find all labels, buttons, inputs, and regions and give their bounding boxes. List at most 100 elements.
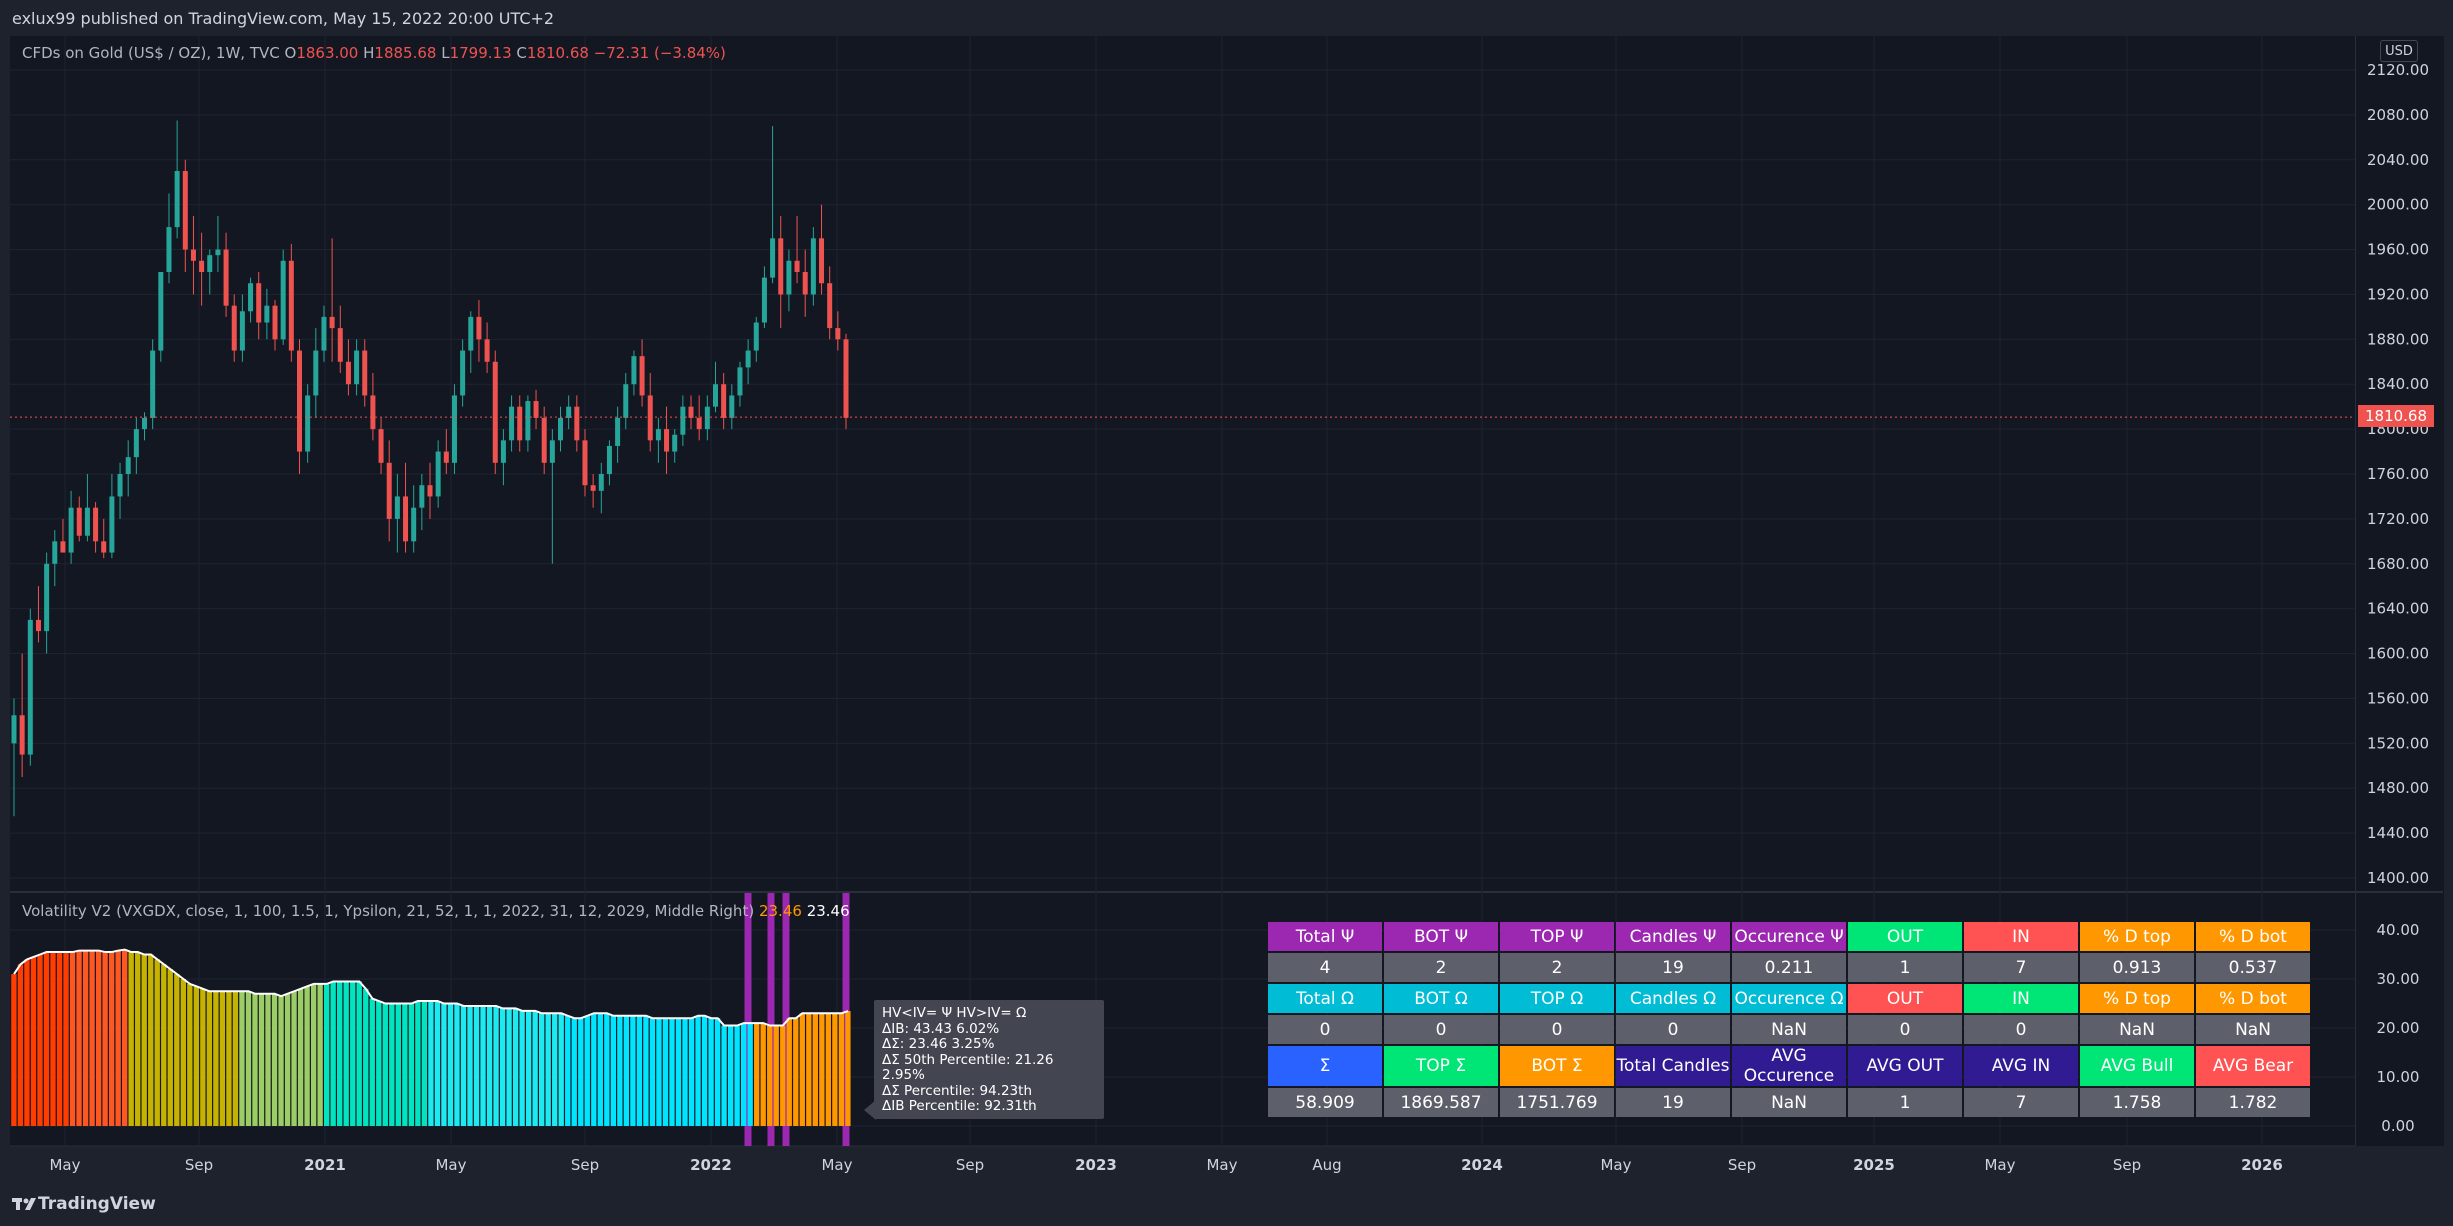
candle-body (52, 541, 58, 564)
time-tick-label: Sep (185, 1156, 213, 1174)
table-cell: 0 (1964, 1015, 2078, 1044)
publish-text: exlux99 published on TradingView.com, Ma… (12, 8, 555, 28)
candle-body (11, 715, 17, 744)
indicator-title[interactable]: Volatility V2 (VXGDX, close, 1, 100, 1.5… (22, 902, 755, 920)
time-tick-label: May (435, 1156, 466, 1174)
volatility-bar (604, 1013, 610, 1126)
candle-body (615, 417, 621, 446)
candle-body (101, 541, 107, 553)
tradingview-logo-icon[interactable] (12, 1196, 38, 1212)
volatility-bar (571, 1018, 577, 1126)
candle-body (337, 328, 343, 362)
volatility-bar (819, 1013, 825, 1126)
volatility-bar (343, 981, 349, 1126)
table-cell: Candles Ω (1616, 984, 1730, 1013)
volatility-bar (708, 1018, 714, 1126)
candle-body (672, 434, 678, 452)
volatility-bar (786, 1018, 792, 1126)
table-cell: TOP Ω (1500, 984, 1614, 1013)
candle-body (655, 429, 661, 441)
volatility-bar (669, 1018, 675, 1126)
volatility-bar (167, 969, 173, 1126)
candle-body (345, 361, 351, 385)
symbol-title[interactable]: CFDs on Gold (US$ / OZ), 1W, TVC (22, 44, 280, 62)
volatility-bar (656, 1018, 662, 1126)
volatility-bar (643, 1015, 649, 1126)
volatility-bar (219, 991, 226, 1126)
candle-body (770, 238, 776, 278)
volatility-bar (754, 1023, 760, 1126)
brand-name[interactable]: TradingView (38, 1194, 156, 1214)
candle-body (68, 507, 74, 553)
volatility-bar (454, 1003, 460, 1126)
volatility-bar (727, 1025, 734, 1126)
candle-body (517, 406, 523, 441)
chart-svg: 2120.002080.002040.002000.001960.001920.… (10, 36, 2443, 1174)
candle-body (590, 485, 596, 491)
volatility-bar (206, 991, 213, 1126)
volatility-bar (617, 1015, 623, 1126)
price-axis[interactable] (2355, 36, 2444, 1146)
table-cell: AVG Bull (2080, 1046, 2194, 1086)
volatility-bar (760, 1023, 766, 1126)
candle-body (117, 474, 123, 497)
volatility-bar (174, 974, 180, 1126)
change-value: −72.31 (−3.84%) (593, 44, 726, 62)
volatility-bar (69, 952, 76, 1126)
table-cell: 0.537 (2196, 953, 2310, 982)
volatility-bar (265, 993, 271, 1126)
volatility-bar (395, 1003, 401, 1126)
candle-body (623, 384, 629, 418)
table-cell: 0 (1384, 1015, 1498, 1044)
volatility-bar (597, 1013, 603, 1126)
time-tick-label: Sep (2113, 1156, 2141, 1174)
volatility-bar (350, 981, 356, 1126)
volatility-bar (291, 991, 297, 1126)
table-cell: 1.782 (2196, 1088, 2310, 1117)
table-cell: Occurence Ω (1732, 984, 1846, 1013)
candle-body (819, 238, 825, 284)
volatility-bar (363, 988, 369, 1126)
table-cell: 19 (1616, 1088, 1730, 1117)
table-cell: % D bot (2196, 984, 2310, 1013)
candle-body (509, 406, 515, 441)
candle-body (419, 485, 425, 508)
volatility-bar (154, 959, 160, 1126)
table-cell: NaN (1732, 1015, 1846, 1044)
candle-body (435, 451, 441, 497)
volatility-bar (734, 1025, 740, 1126)
candle-body (272, 305, 278, 340)
table-cell: 1 (1848, 953, 1962, 982)
volatility-bar (486, 1005, 493, 1126)
volatility-bar (825, 1013, 832, 1126)
candle-body (27, 619, 33, 755)
indicator-tick-label: 30.00 (2377, 970, 2420, 988)
volatility-bar (806, 1013, 812, 1126)
volatility-bar (226, 991, 232, 1126)
candle-body (174, 171, 180, 228)
volatility-bar (323, 983, 330, 1126)
volatility-bar (317, 983, 323, 1126)
tooltip-line: HV<IV= Ψ HV>IV= Ω (882, 1005, 1027, 1021)
candle-body (125, 457, 131, 474)
table-cell: OUT (1848, 922, 1962, 951)
candle-body (696, 417, 702, 430)
price-tick-label: 1440.00 (2367, 824, 2429, 842)
price-tick-label: 1600.00 (2367, 645, 2429, 663)
candle-body (166, 227, 172, 272)
candle-body (386, 462, 392, 519)
table-cell: 0 (1500, 1015, 1614, 1044)
table-cell: 0 (1616, 1015, 1730, 1044)
candle-body (84, 507, 90, 536)
candle-body (664, 429, 670, 452)
table-cell: 0.913 (2080, 953, 2194, 982)
volatility-bar (310, 983, 317, 1126)
candle-body (704, 406, 710, 430)
table-cell: % D top (2080, 922, 2194, 951)
candle-body (810, 238, 816, 295)
table-cell: % D top (2080, 984, 2194, 1013)
currency-label[interactable]: USD (2380, 40, 2418, 62)
info-tooltip: HV<IV= Ψ HV>IV= Ω ΔIB: 43.43 6.02% ΔΣ: 2… (874, 1000, 1104, 1119)
candle-body (182, 171, 188, 250)
candle-body (549, 440, 555, 463)
